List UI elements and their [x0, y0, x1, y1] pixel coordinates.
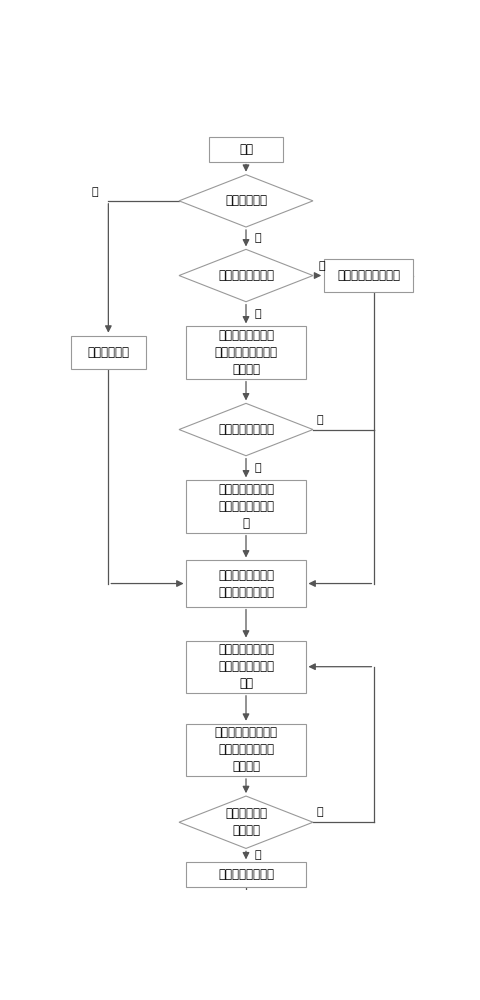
- Polygon shape: [179, 403, 313, 456]
- Text: 否: 否: [317, 415, 324, 425]
- Text: 否: 否: [254, 309, 261, 319]
- Text: 向空调发送新指令: 向空调发送新指令: [218, 868, 274, 881]
- Text: 否: 否: [317, 807, 324, 817]
- Text: 是: 是: [319, 261, 325, 271]
- Bar: [186, 326, 305, 379]
- Polygon shape: [179, 249, 313, 302]
- Text: 是: 是: [254, 233, 261, 243]
- Text: 开始: 开始: [239, 143, 253, 156]
- Text: 是: 是: [254, 463, 261, 473]
- Text: 是否开启避风功能: 是否开启避风功能: [218, 423, 274, 436]
- Text: 如开启避风功能，启
动定时器定位人体
相对位置: 如开启避风功能，启 动定时器定位人体 相对位置: [215, 726, 277, 773]
- Text: 启动定时器采集温
度，调节空调输出
温度: 启动定时器采集温 度，调节空调输出 温度: [218, 643, 274, 690]
- Bar: [186, 641, 305, 693]
- Bar: [71, 336, 145, 369]
- Text: 是否按照上次设定: 是否按照上次设定: [218, 269, 274, 282]
- Bar: [186, 480, 305, 533]
- Bar: [209, 137, 283, 162]
- Text: 按照上次设定的参数: 按照上次设定的参数: [337, 269, 400, 282]
- Text: 计算人体和空调的
相对位置并保存参
数: 计算人体和空调的 相对位置并保存参 数: [218, 483, 274, 530]
- Text: 是否需要改变
空调输出: 是否需要改变 空调输出: [225, 807, 267, 837]
- Text: 默认常规参数: 默认常规参数: [87, 346, 130, 359]
- Bar: [186, 560, 305, 607]
- Polygon shape: [179, 796, 313, 848]
- Text: 是否智能调节: 是否智能调节: [225, 194, 267, 207]
- Bar: [186, 724, 305, 776]
- Text: 通过红外发射器发
送设定指令至空调: 通过红外发射器发 送设定指令至空调: [218, 569, 274, 599]
- Text: 输入期望的环境温
度以及空调在房间的
相对位置: 输入期望的环境温 度以及空调在房间的 相对位置: [215, 329, 277, 376]
- Text: 否: 否: [92, 187, 98, 197]
- Bar: [186, 862, 305, 887]
- Bar: [324, 259, 413, 292]
- Text: 是: 是: [254, 850, 261, 860]
- Polygon shape: [179, 175, 313, 227]
